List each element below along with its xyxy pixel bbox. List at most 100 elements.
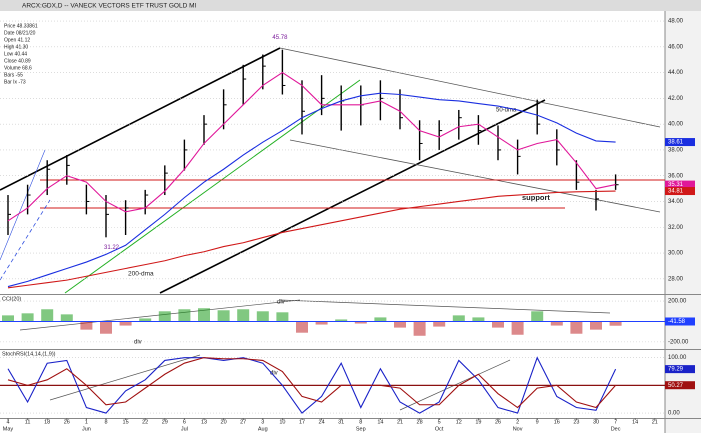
info-item: Close 40.89: [4, 58, 31, 64]
annotation: div: [270, 371, 278, 377]
bar: [119, 321, 132, 326]
trendline: [0, 149, 46, 261]
bar: [139, 318, 152, 322]
bar: [550, 321, 563, 326]
month-label: Oct: [435, 426, 444, 432]
panel-title: CCI(20): [2, 296, 21, 302]
y-tick-label: 200.00: [668, 299, 687, 305]
y-tick-label: 32.00: [668, 225, 684, 231]
bar: [296, 321, 308, 333]
value-tag-label: 50.27: [668, 383, 684, 389]
month-label: Jun: [82, 426, 91, 432]
info-item: Bar Ix -73: [4, 79, 26, 85]
x-tick-label: 30: [593, 419, 599, 425]
line: [7, 190, 616, 289]
x-tick-label: 14: [632, 419, 638, 425]
y-tick-label: 38.00: [668, 148, 684, 154]
x-tick-label: 29: [162, 419, 168, 425]
info-item: Price 48.33861: [4, 23, 38, 29]
x-tick-label: 2: [516, 419, 519, 425]
bar: [452, 315, 465, 322]
bar: [2, 315, 14, 322]
month-label: Jul: [181, 426, 188, 432]
bar: [315, 321, 328, 325]
info-item: High 41.30: [4, 44, 28, 50]
x-tick-label: 22: [142, 419, 148, 425]
line: [7, 71, 616, 222]
bar: [237, 309, 250, 322]
bar: [433, 321, 446, 327]
y-tick-label: 30.00: [668, 251, 684, 257]
bar: [217, 310, 230, 322]
y-tick-label: 34.00: [668, 199, 684, 205]
bar: [256, 311, 269, 322]
x-tick-label: 19: [475, 419, 481, 425]
bar: [590, 321, 602, 330]
value-tag: [665, 138, 695, 147]
x-tick-label: 13: [201, 419, 207, 425]
y-tick-label: 100.00: [668, 355, 687, 361]
annotation: 50-dma: [496, 108, 517, 114]
x-tick-label: 1: [85, 419, 88, 425]
trendline: [159, 99, 546, 294]
bar: [570, 321, 583, 334]
panel-title: StochRSI(14,14,(1,9)): [2, 351, 56, 357]
x-tick-label: 3: [261, 419, 264, 425]
x-tick-label: 23: [573, 419, 579, 425]
info-item: Bars -55: [4, 72, 23, 78]
chart-title: ARCX:GDX,D -- VANECK VECTORS ETF TRUST G…: [22, 3, 197, 10]
y-tick-label: -200.00: [668, 339, 689, 345]
x-tick-label: 31: [338, 419, 344, 425]
x-tick-label: 15: [123, 419, 129, 425]
y-tick-label: 28.00: [668, 276, 684, 282]
x-tick-label: 11: [25, 419, 31, 425]
bar: [276, 312, 289, 322]
trendline: [279, 299, 611, 314]
x-tick-label: 6: [183, 419, 186, 425]
right-axis: [665, 11, 701, 433]
x-tick-label: 28: [417, 419, 423, 425]
bar: [413, 321, 426, 336]
x-tick-label: 8: [359, 419, 362, 425]
line: [7, 356, 617, 414]
y-tick-label: 48.00: [668, 19, 684, 25]
value-tag: [665, 180, 695, 189]
x-tick-label: 26: [64, 419, 70, 425]
info-item: Open 41.12: [4, 37, 30, 43]
month-label: Dec: [611, 426, 621, 432]
line: [7, 92, 616, 288]
month-label: May: [3, 426, 14, 432]
bar: [178, 309, 191, 322]
x-tick-label: 18: [44, 419, 50, 425]
trendline: [49, 354, 201, 401]
toolbar: [0, 0, 701, 11]
y-tick-label: 44.00: [668, 70, 684, 76]
x-tick-label: 21: [397, 419, 403, 425]
x-tick-label: 7: [614, 419, 617, 425]
value-tag-label: 38.61: [668, 140, 684, 146]
bar: [335, 319, 348, 322]
line: [7, 357, 617, 409]
annotation: support: [522, 193, 550, 202]
annotation: 200-dma: [128, 271, 154, 278]
bar: [374, 317, 387, 322]
month-label: Nov: [513, 426, 523, 432]
data-label: 31.22: [104, 245, 120, 251]
bar: [472, 317, 485, 322]
value-tag: [665, 187, 695, 196]
x-tick-label: 24: [319, 419, 325, 425]
trendline: [279, 47, 661, 128]
value-tag: [665, 381, 695, 390]
x-tick-label: 4: [6, 419, 9, 425]
month-label: Sep: [356, 426, 366, 432]
bar: [41, 309, 54, 322]
x-tick-label: 14: [377, 419, 383, 425]
bar: [492, 321, 504, 328]
x-tick-label: 12: [456, 419, 462, 425]
x-tick-label: 10: [279, 419, 285, 425]
x-tick-label: 17: [299, 419, 305, 425]
x-tick-label: 27: [240, 419, 246, 425]
value-tag-label: -41.58: [668, 319, 686, 325]
trendline: [64, 79, 361, 294]
bar: [609, 321, 622, 326]
